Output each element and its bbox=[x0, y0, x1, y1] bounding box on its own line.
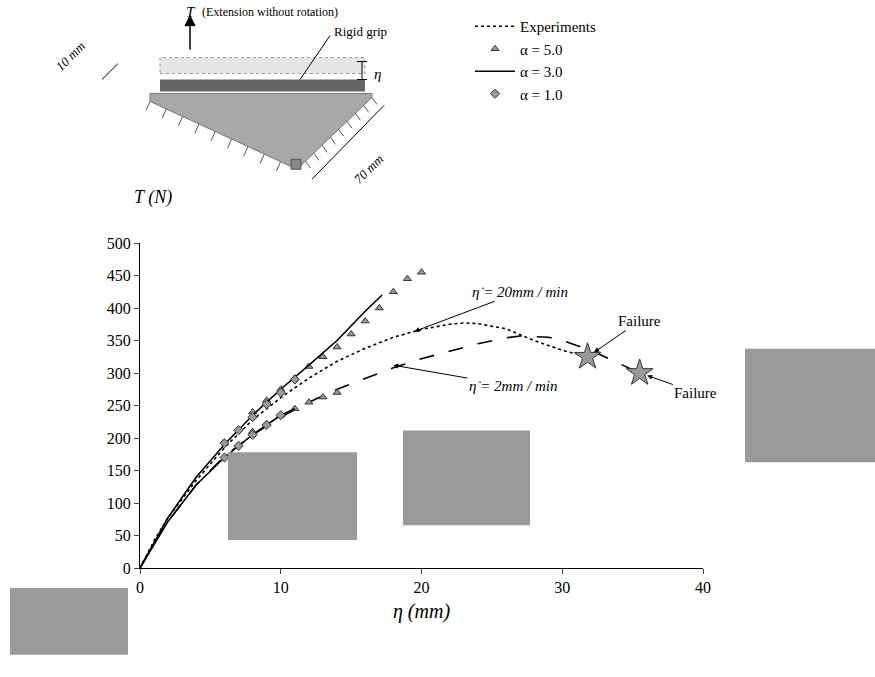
svg-text:α = 1.0: α = 1.0 bbox=[520, 87, 563, 103]
svg-text:T: T bbox=[186, 4, 196, 20]
svg-text:500: 500 bbox=[107, 235, 131, 252]
svg-text:10 mm: 10 mm bbox=[53, 38, 88, 73]
svg-text:300: 300 bbox=[107, 365, 131, 382]
svg-text:η̇ = 20mm / min: η̇ = 20mm / min bbox=[472, 284, 568, 300]
svg-text:η (mm): η (mm) bbox=[393, 600, 450, 623]
svg-text:0: 0 bbox=[123, 560, 131, 577]
svg-text:η: η bbox=[374, 66, 381, 82]
svg-text:Rigid grip: Rigid grip bbox=[334, 24, 387, 39]
svg-text:0: 0 bbox=[136, 579, 144, 596]
svg-text:350: 350 bbox=[107, 332, 131, 349]
svg-text:α = 5.0: α = 5.0 bbox=[520, 42, 563, 58]
svg-text:α = 3.0: α = 3.0 bbox=[520, 64, 563, 80]
svg-text:Failure: Failure bbox=[618, 313, 661, 329]
svg-text:200: 200 bbox=[107, 430, 131, 447]
svg-text:250: 250 bbox=[107, 397, 131, 414]
svg-text:(Extension without rotation): (Extension without rotation) bbox=[202, 5, 338, 19]
svg-text:Failure: Failure bbox=[674, 385, 717, 401]
svg-text:70 mm: 70 mm bbox=[351, 151, 386, 186]
svg-text:40: 40 bbox=[695, 579, 711, 596]
svg-text:30: 30 bbox=[554, 579, 570, 596]
svg-text:100: 100 bbox=[107, 495, 131, 512]
svg-text:10: 10 bbox=[273, 579, 289, 596]
svg-text:50: 50 bbox=[115, 527, 131, 544]
svg-text:T (N): T (N) bbox=[134, 187, 172, 208]
svg-text:450: 450 bbox=[107, 267, 131, 284]
svg-text:η̇ = 2mm / min: η̇ = 2mm / min bbox=[469, 378, 557, 394]
svg-text:20: 20 bbox=[414, 579, 430, 596]
svg-text:150: 150 bbox=[107, 462, 131, 479]
svg-text:400: 400 bbox=[107, 300, 131, 317]
svg-text:Experiments: Experiments bbox=[520, 19, 596, 35]
